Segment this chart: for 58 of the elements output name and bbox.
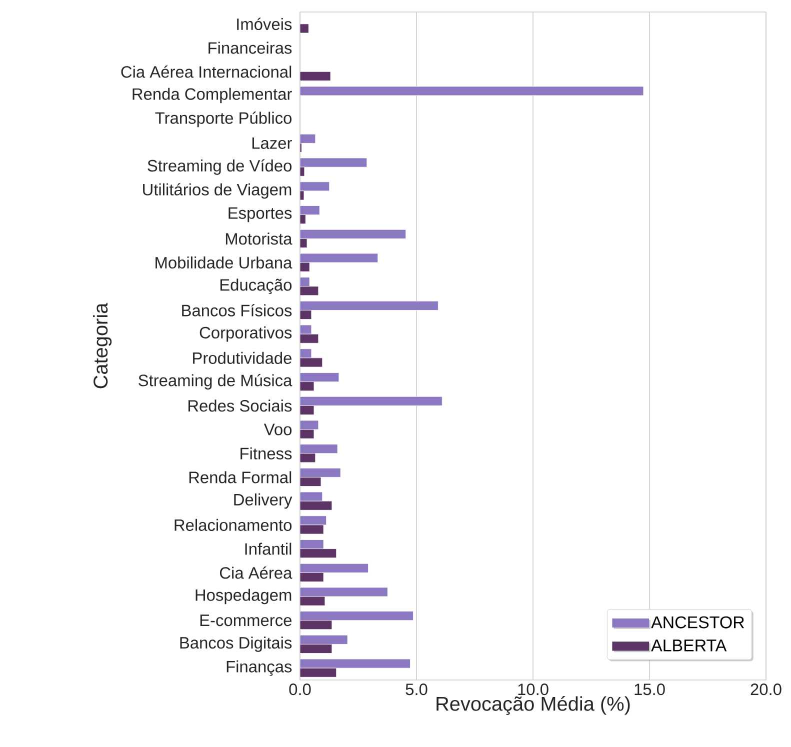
bar xyxy=(300,572,324,582)
y-tick-label: Cia Aérea xyxy=(220,566,292,579)
y-tick-label: Finanças xyxy=(226,660,292,676)
y-tick-label: Streaming de Música xyxy=(138,374,292,390)
y-tick-label: Cia Aérea Internacional xyxy=(121,66,292,78)
y-tick-label: Streaming de Vídeo xyxy=(148,159,292,175)
y-tick-label: Redes Sociais xyxy=(188,400,292,412)
y-tick-label: Produtividade xyxy=(193,352,292,364)
y-tick-label: Bancos Físicos xyxy=(182,304,292,316)
y-tick-label: Motorista xyxy=(226,232,292,245)
y-tick-label: Renda Complementar xyxy=(132,88,292,104)
y-tick-label: Esportes xyxy=(228,207,292,222)
y-axis-title: Categoria xyxy=(93,302,112,388)
y-tick-label: Fitness xyxy=(240,447,292,460)
y-tick-label: Corporativos xyxy=(200,326,292,342)
y-tick-label: Lazer xyxy=(252,137,292,149)
bar xyxy=(300,372,340,382)
legend-label: ALBERTA xyxy=(651,640,727,652)
bar xyxy=(300,182,330,192)
y-tick-label: Infantil xyxy=(245,542,292,555)
bar xyxy=(300,634,348,644)
bar xyxy=(300,229,406,239)
y-tick-label: Relacionamento xyxy=(174,518,292,531)
x-tick-label: 10.0 xyxy=(518,684,548,696)
bar xyxy=(300,444,338,454)
y-tick-label: Bancos Digitais xyxy=(180,636,292,652)
bar xyxy=(300,668,337,678)
y-tick-label: Utilitários de Viagem xyxy=(143,183,292,199)
bar xyxy=(300,500,332,510)
x-axis-title: Revocação Média (%) xyxy=(436,696,630,715)
y-tick-label: Renda Formal xyxy=(189,471,292,484)
x-tick-label: 0.0 xyxy=(289,684,311,696)
x-tick-label: 5.0 xyxy=(406,684,428,696)
bar xyxy=(300,468,341,478)
y-tick-label: E-commerce xyxy=(200,614,292,626)
bar xyxy=(300,516,327,526)
bar xyxy=(300,540,324,549)
y-tick-label: Transporte Público xyxy=(155,112,292,128)
y-tick-label: Educação xyxy=(220,278,292,294)
bar xyxy=(300,71,331,81)
y-tick-label: Mobilidade Urbana xyxy=(156,256,292,269)
legend-label: ANCESTOR xyxy=(651,616,744,628)
y-tick-label: Voo xyxy=(264,424,292,436)
bar xyxy=(300,492,323,502)
bar xyxy=(300,300,438,310)
y-tick-label: Hospedagem xyxy=(196,588,292,604)
bar xyxy=(300,548,337,558)
bar xyxy=(300,563,368,573)
bar xyxy=(300,644,332,654)
bar xyxy=(300,611,414,621)
x-tick-label: 20.0 xyxy=(750,684,782,696)
y-tick-label: Imóveis xyxy=(237,18,292,30)
x-tick-label: 15.0 xyxy=(634,684,665,696)
bar xyxy=(300,620,332,630)
y-tick-label: Financeiras xyxy=(208,42,292,54)
bar xyxy=(300,396,442,406)
y-tick-label: Delivery xyxy=(234,493,292,509)
bar xyxy=(300,658,410,668)
